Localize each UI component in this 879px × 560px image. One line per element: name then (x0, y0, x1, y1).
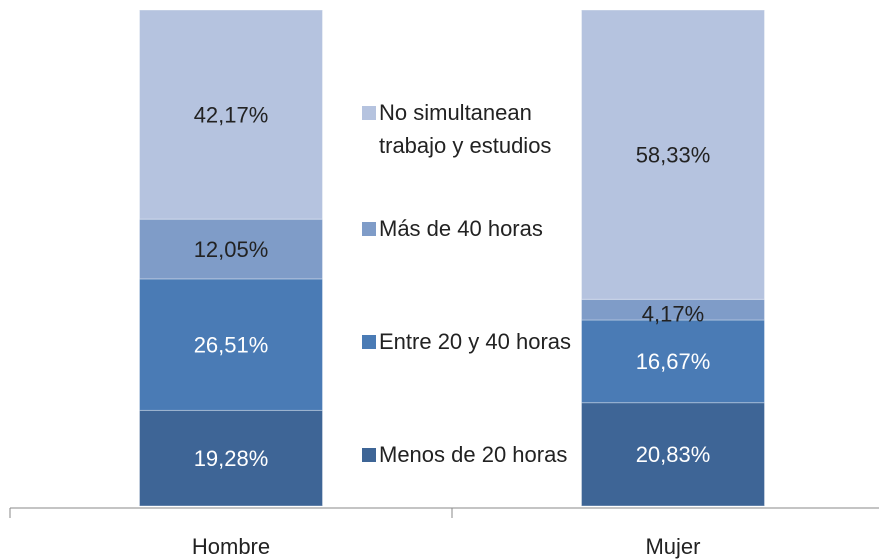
data-label: 16,67% (636, 349, 711, 374)
bar-segment (581, 319, 765, 404)
data-label: 4,17% (642, 301, 704, 326)
legend-label: Más de 40 horas (379, 216, 543, 241)
bar-segment (581, 402, 765, 507)
legend-label: No simultanean trabajo y estudios (379, 100, 552, 158)
x-tick-label: Hombre (192, 534, 270, 559)
legend-label: Entre 20 y 40 horas (379, 329, 572, 354)
data-label: 26,51% (194, 332, 269, 357)
legend-swatch (362, 106, 376, 120)
data-label: 20,83% (636, 442, 711, 467)
bar-segment (139, 9, 323, 220)
data-label: 19,28% (194, 446, 269, 471)
legend-item: Más de 40 horas (362, 212, 574, 245)
bar-segment (581, 9, 765, 300)
data-label: 58,33% (636, 142, 711, 167)
legend-item: No simultanean trabajo y estudios (362, 96, 574, 162)
legend-item: Menos de 20 horas (362, 438, 574, 471)
x-tick-label: Mujer (645, 534, 700, 559)
legend-swatch (362, 448, 376, 462)
data-label: 42,17% (194, 102, 269, 127)
legend-label: Menos de 20 horas (379, 442, 568, 467)
legend-swatch (362, 335, 376, 349)
data-label: 12,05% (194, 237, 269, 262)
bar-segment (139, 278, 323, 411)
legend-item: Entre 20 y 40 horas (362, 325, 574, 358)
bar-segment (139, 409, 323, 507)
legend-swatch (362, 222, 376, 236)
